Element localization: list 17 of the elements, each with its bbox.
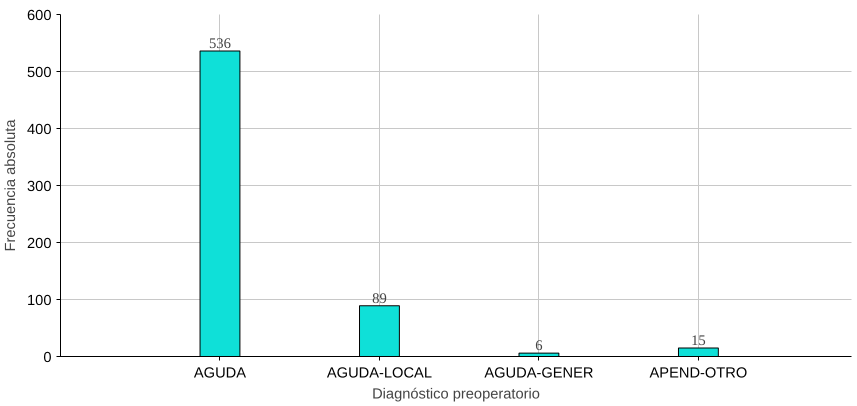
data-label: 15	[691, 332, 706, 349]
y-tick-label: 600	[27, 8, 52, 24]
data-label: 6	[535, 338, 543, 354]
x-tick-label: AGUDA-LOCAL	[326, 366, 432, 382]
y-axis-title: Frecuencia absoluta	[3, 118, 20, 252]
data-label: 536	[208, 36, 231, 52]
y-tick-label: 400	[27, 122, 52, 138]
y-tick-label: 200	[27, 236, 52, 252]
x-tick-label: AGUDA-GENER	[484, 366, 594, 382]
x-axis-title: Diagnóstico preoperatorio	[372, 386, 540, 402]
y-tick-label: 0	[43, 350, 52, 366]
y-tick-label: 500	[27, 65, 52, 81]
y-tick-label: 300	[27, 179, 52, 195]
x-tick-label: APEND-OTRO	[650, 366, 748, 382]
y-tick-label: 100	[27, 293, 52, 309]
data-label: 89	[372, 290, 387, 307]
x-tick-label: AGUDA	[194, 366, 246, 382]
